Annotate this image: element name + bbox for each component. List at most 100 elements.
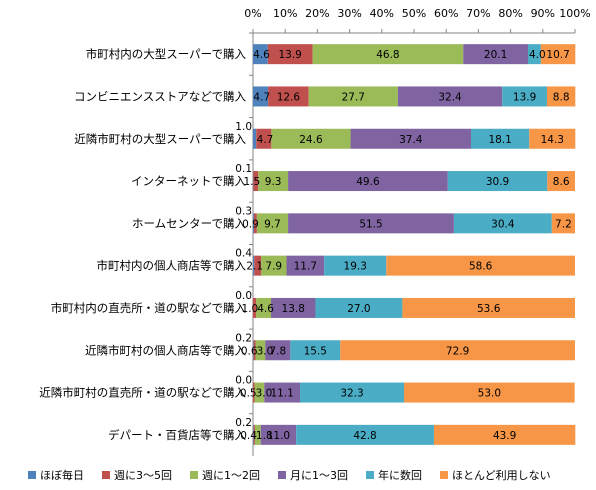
data-label: 0.4: [240, 430, 257, 442]
data-label: 0.6: [241, 345, 258, 357]
bar-segment: [253, 424, 254, 445]
legend-label: 週に1～2回: [202, 469, 260, 482]
data-label: 58.6: [469, 261, 493, 273]
data-label: 11.7: [294, 261, 317, 273]
x-tick-label: 20%: [305, 7, 329, 20]
category-label: 市町村内の直売所・道の駅などで購入: [51, 301, 247, 315]
data-label: 30.4: [491, 218, 515, 230]
data-label: 0.2: [235, 417, 252, 429]
data-label: 1.0: [235, 121, 252, 133]
bar-segment: [258, 171, 289, 192]
bar-segment: [324, 255, 387, 276]
data-label: 1.8: [256, 430, 273, 442]
data-label: 37.4: [399, 134, 423, 146]
bar-segment: [256, 297, 272, 318]
data-label: 0.4: [235, 248, 252, 260]
data-label: 9.7: [264, 218, 281, 230]
legend-item: 週に3～5回: [102, 467, 172, 483]
bar-segment: [261, 255, 287, 276]
data-label: 53.6: [477, 303, 501, 315]
data-label: 32.4: [438, 91, 462, 103]
data-label: 27.0: [347, 303, 370, 315]
bar-segment: [308, 86, 398, 107]
x-tick-label: 70%: [466, 7, 490, 20]
legend-swatch: [366, 471, 374, 479]
data-label: 0.5: [240, 388, 257, 400]
bar-segment: [300, 382, 405, 403]
legend-item: ほぼ毎日: [28, 467, 84, 483]
data-label: 53.0: [478, 388, 501, 400]
x-tick-label: 10%: [273, 7, 297, 20]
bar-segment: [253, 297, 257, 318]
bar-segment: [447, 171, 548, 192]
x-tick-label: 50%: [402, 7, 426, 20]
data-label: 42.8: [353, 430, 376, 442]
data-label: 7.2: [555, 218, 572, 230]
legend-swatch: [440, 471, 448, 479]
data-label: 51.5: [359, 218, 382, 230]
x-tick-label: 90%: [531, 7, 555, 20]
bar-segment: [386, 255, 575, 276]
data-label: 27.7: [342, 91, 365, 103]
bar-segment: [397, 86, 503, 107]
bar-segment: [253, 255, 255, 276]
x-tick-label: 40%: [370, 7, 394, 20]
bar-segment: [288, 171, 448, 192]
data-label: 14.3: [541, 134, 564, 146]
bar-segment: [527, 44, 541, 65]
legend-swatch: [102, 471, 110, 479]
bar-segment: [271, 128, 351, 149]
legend-item: ほとんど利用しない: [440, 467, 551, 483]
data-label: 15.5: [304, 345, 327, 357]
bar-segment: [271, 297, 316, 318]
data-label: 0.9: [242, 218, 259, 230]
data-label: 13.8: [282, 303, 305, 315]
data-label: 32.3: [340, 388, 363, 400]
data-label: 20.1: [484, 49, 507, 61]
bar-segment: [255, 340, 266, 361]
data-label: 43.9: [493, 430, 516, 442]
data-label: 7.9: [265, 261, 282, 273]
bar-segment: [253, 340, 256, 361]
x-tick-label: 80%: [498, 7, 522, 20]
data-label: 4.7: [257, 134, 274, 146]
bar-segment: [268, 86, 309, 107]
data-label: 13.9: [278, 49, 301, 61]
x-tick-label: 30%: [337, 7, 361, 20]
data-label: 30.9: [486, 176, 509, 188]
legend-swatch: [28, 471, 36, 479]
bar-segment: [253, 382, 255, 403]
bar-segment: [312, 44, 464, 65]
data-label: 2.1: [246, 261, 263, 273]
category-label: デパート・百貨店等で購入: [108, 428, 246, 442]
data-label: 11.1: [270, 388, 293, 400]
bar-segment: [547, 171, 575, 192]
data-label: 1.0: [242, 303, 259, 315]
category-label: 近隣市町村の大型スーパーで購入: [74, 132, 246, 146]
data-label: 12.6: [277, 91, 301, 103]
bar-segment: [256, 128, 272, 149]
legend-item: 週に1～2回: [190, 467, 260, 483]
data-label: 18.1: [488, 134, 511, 146]
data-label: 13.9: [513, 91, 536, 103]
bar-segment: [260, 424, 297, 445]
category-label: 近隣市町村の個人商店等で購入: [85, 343, 246, 357]
bar-segment: [253, 424, 255, 445]
legend-label: 週に3～5回: [114, 469, 172, 482]
data-label: 7.8: [269, 345, 286, 357]
bar-segment: [286, 255, 325, 276]
data-label: 1.5: [243, 176, 260, 188]
chart-legend: ほぼ毎日 週に3～5回 週に1～2回 月に1～3回 年に数回 ほとんど利用しない: [28, 466, 588, 484]
bar-segment: [253, 171, 259, 192]
legend-swatch: [190, 471, 198, 479]
bar-segment: [253, 44, 268, 65]
bar-segment: [433, 424, 576, 445]
bar-segment: [264, 382, 301, 403]
bar-segment: [546, 86, 576, 107]
bar-segment: [502, 86, 547, 107]
bar-segment: [453, 213, 552, 234]
category-label: 市町村内の個人商店等で購入: [97, 259, 247, 273]
category-label: ホームセンターで購入: [132, 216, 246, 230]
data-label: 10.7: [546, 49, 569, 61]
data-label: 8.6: [553, 176, 570, 188]
